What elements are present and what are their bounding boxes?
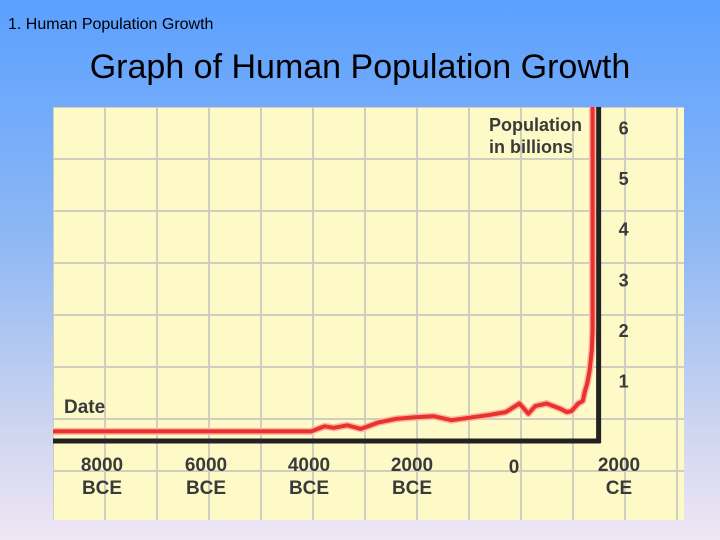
x-tick-label: BCE (82, 478, 122, 499)
x-tick-label: BCE (392, 478, 432, 499)
slide-header: 1. Human Population Growth (8, 16, 214, 33)
chart-series (53, 107, 597, 435)
slide-title: Graph of Human Population Growth (89, 48, 631, 86)
x-tick-label: 2000 (391, 455, 433, 476)
x-tick-label: 8000 (81, 455, 123, 476)
y-tick-label: 2 (619, 321, 629, 341)
x-tick-label: BCE (289, 478, 329, 499)
y-tick-label: 3 (619, 270, 629, 290)
x-tick-label: 4000 (288, 455, 330, 476)
y-tick-label: 1 (619, 372, 629, 392)
x-tick-label: CE (606, 478, 632, 499)
chart-grid (53, 107, 684, 520)
y-axis-label: in billions (489, 137, 573, 157)
x-tick-label: 2000 (598, 455, 640, 476)
x-tick-label: 6000 (185, 455, 227, 476)
y-tick-label: 6 (619, 118, 629, 138)
chart-axes (53, 107, 602, 444)
population-chart: 1 2 3 4 5 6 Population in billions Date 8000 BCE 60… (53, 107, 684, 520)
x-tick-label: BCE (186, 478, 226, 499)
y-tick-label: 5 (619, 169, 629, 189)
x-tick-label: 0 (509, 457, 520, 478)
y-axis-label: Population (489, 115, 582, 135)
y-tick-label: 4 (619, 220, 629, 240)
x-axis-label: Date (64, 397, 105, 418)
series-line (53, 107, 595, 434)
